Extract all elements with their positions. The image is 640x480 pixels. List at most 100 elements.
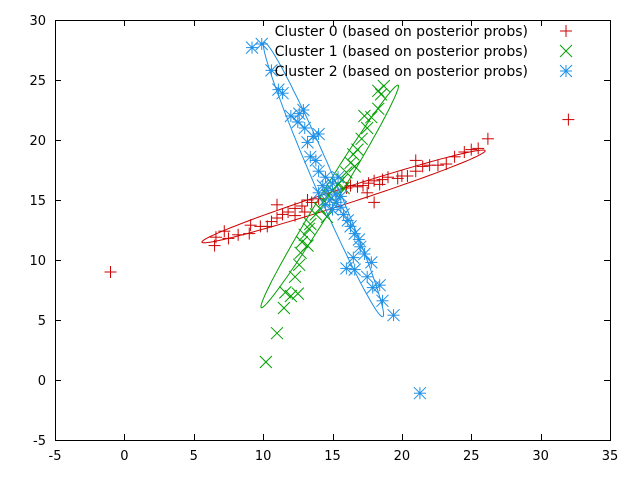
data-point: [222, 232, 235, 245]
series-2-points: [245, 37, 427, 400]
data-point: [301, 194, 314, 206]
data-point: [423, 159, 436, 172]
data-point: [245, 41, 259, 54]
data-point: [371, 102, 385, 116]
data-point: [340, 166, 353, 179]
data-point: [295, 200, 308, 212]
data-point: [302, 222, 316, 236]
data-point: [292, 258, 306, 272]
data-point: [362, 177, 375, 190]
data-point: [312, 127, 325, 141]
data-point: [472, 142, 485, 155]
data-point: [277, 301, 291, 315]
data-point: [309, 154, 323, 167]
x-tick-label: 30: [532, 449, 549, 464]
data-point: [104, 266, 117, 278]
data-point: [368, 196, 381, 209]
data-point: [298, 206, 311, 218]
data-point: [364, 256, 378, 269]
data-point: [376, 294, 389, 308]
data-point: [351, 180, 364, 193]
data-point: [289, 209, 302, 222]
cluster-ellipse: [201, 149, 486, 244]
data-point: [218, 225, 231, 238]
data-point: [319, 170, 332, 184]
data-point: [244, 219, 257, 232]
data-point: [284, 109, 298, 123]
data-point: [373, 278, 387, 292]
data-point: [481, 132, 494, 145]
y-tick-label: 15: [29, 194, 46, 209]
data-point: [282, 206, 295, 218]
data-point: [326, 203, 339, 216]
data-point: [291, 115, 305, 129]
data-point: [331, 170, 345, 184]
data-point: [377, 79, 391, 93]
y-tick-label: 20: [29, 134, 46, 149]
data-point: [254, 220, 267, 233]
plot-area: [55, 20, 611, 441]
data-point: [368, 174, 381, 187]
data-point: [340, 262, 353, 275]
data-point: [344, 220, 357, 233]
data-point: [284, 289, 298, 303]
data-point: [382, 171, 394, 184]
data-point: [348, 160, 362, 173]
y-axis: -5 0 5 10 15 20 25 30: [29, 14, 610, 449]
y-tick-label: 30: [29, 14, 46, 29]
data-point: [458, 146, 471, 158]
data-point: [334, 190, 348, 203]
data-point: [465, 143, 478, 156]
data-point: [337, 181, 350, 195]
y-tick-label: 5: [38, 314, 46, 329]
data-point: [440, 158, 453, 170]
data-point: [276, 86, 289, 100]
x-tick-label: -5: [49, 449, 62, 464]
data-point: [312, 164, 325, 178]
data-point: [291, 287, 305, 300]
data-point: [346, 251, 360, 264]
data-point: [270, 326, 284, 340]
data-point: [409, 154, 422, 167]
legend-entry-2: Cluster 2 (based on posterior probs): [275, 64, 573, 80]
legend: Cluster 0 (based on posterior probs) Clus…: [275, 24, 573, 80]
data-point: [303, 217, 317, 231]
legend-label: Cluster 0 (based on posterior probs): [275, 24, 528, 40]
data-point: [298, 228, 312, 242]
legend-marker: [559, 64, 573, 78]
data-point: [243, 227, 256, 240]
legend-entry-1: Cluster 1 (based on posterior probs): [275, 44, 573, 60]
data-point: [409, 165, 422, 178]
legend-entry-0: Cluster 0 (based on posterior probs): [275, 24, 572, 40]
cluster-ellipse: [260, 84, 400, 309]
y-tick-label: 0: [38, 374, 46, 389]
data-point: [391, 172, 404, 185]
data-point: [208, 239, 221, 252]
data-point: [371, 84, 385, 98]
data-point: [361, 186, 374, 199]
data-point: [301, 239, 314, 252]
x-tick-label: 15: [324, 449, 341, 464]
x-tick-label: 20: [394, 449, 411, 464]
data-point: [288, 270, 302, 284]
data-point: [376, 173, 389, 186]
data-point: [341, 214, 355, 227]
data-point: [413, 386, 427, 400]
series-1-points: [259, 79, 391, 369]
x-tick-label: 5: [190, 449, 198, 464]
legend-marker: [560, 25, 572, 37]
data-point: [255, 37, 269, 51]
data-point: [271, 198, 283, 211]
cluster-points: [104, 37, 575, 400]
x-tick-label: 0: [120, 449, 128, 464]
series-0-points: [104, 113, 575, 278]
x-tick-label: 35: [602, 449, 619, 464]
data-point: [297, 103, 310, 117]
data-point: [360, 270, 374, 284]
data-point: [357, 179, 370, 192]
data-point: [355, 132, 368, 146]
data-point: [295, 235, 309, 249]
data-point: [358, 247, 371, 261]
legend-marker: [559, 44, 573, 58]
